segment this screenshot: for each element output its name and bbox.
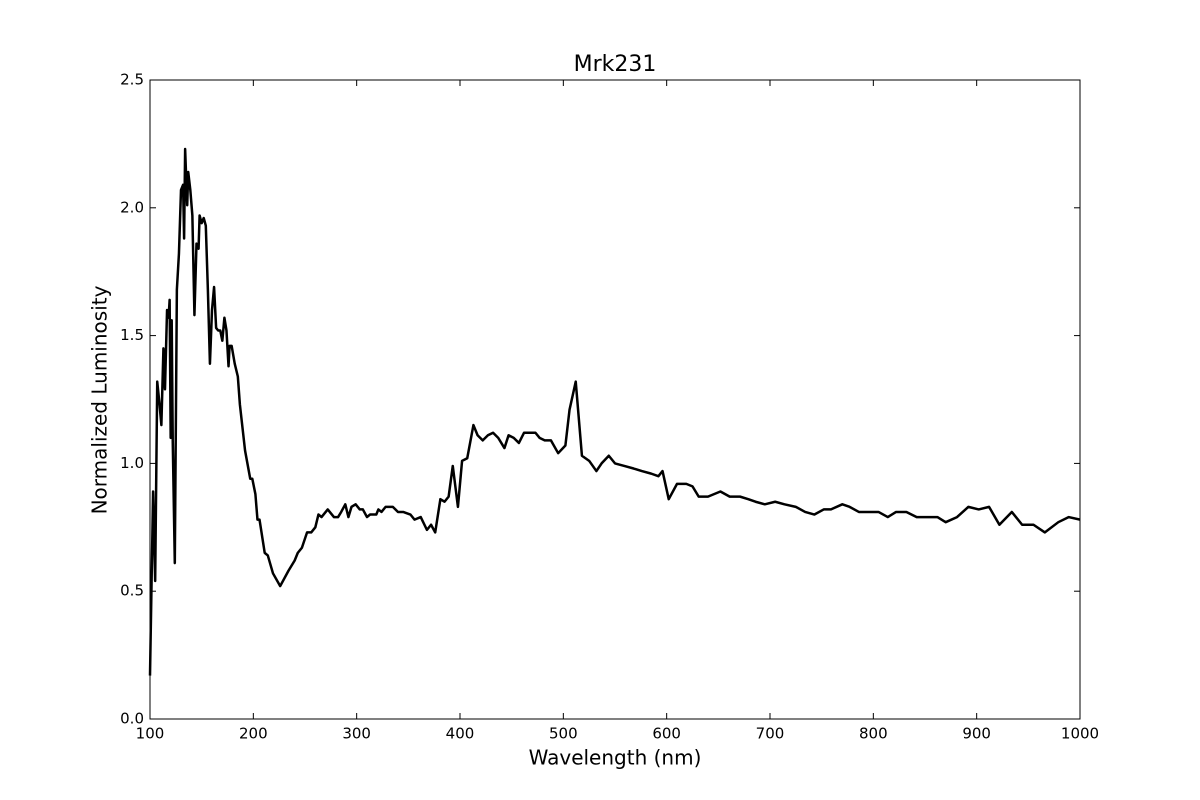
x-tick-label: 300: [342, 725, 371, 743]
y-tick-label: 0.5: [120, 582, 144, 600]
x-tick-label: 100: [136, 725, 165, 743]
x-tick-label: 400: [446, 725, 475, 743]
x-tick-label: 500: [549, 725, 578, 743]
y-tick-label: 2.0: [120, 198, 144, 216]
x-tick-label: 200: [239, 725, 268, 743]
x-axis-label: Wavelength (nm): [529, 746, 702, 770]
x-tick-label: 700: [756, 725, 785, 743]
y-axis-label: Normalized Luminosity: [88, 285, 112, 514]
plot-frame: [149, 79, 1081, 720]
data-line: [148, 147, 1081, 676]
y-tick-label: 1.0: [120, 454, 144, 472]
y-tick-label: 2.5: [120, 71, 144, 89]
y-tick-label: 0.0: [120, 710, 144, 728]
x-tick-label: 800: [859, 725, 888, 743]
x-tick-label: 600: [652, 725, 681, 743]
x-tick-label: 900: [962, 725, 991, 743]
x-tick-label: 1000: [1061, 725, 1099, 743]
y-tick-label: 1.5: [120, 326, 144, 344]
chart-title: Mrk231: [574, 52, 657, 77]
